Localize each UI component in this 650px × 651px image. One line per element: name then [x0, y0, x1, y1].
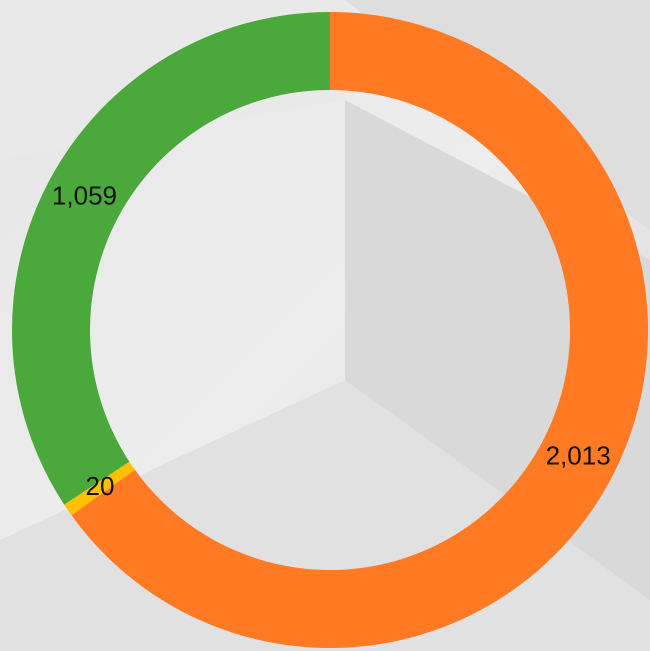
- data-label: 2,013: [546, 440, 611, 470]
- data-label: 20: [86, 471, 115, 501]
- data-label: 1,059: [52, 180, 117, 210]
- donut-segment: [11, 11, 330, 505]
- donut-segment: [64, 461, 135, 516]
